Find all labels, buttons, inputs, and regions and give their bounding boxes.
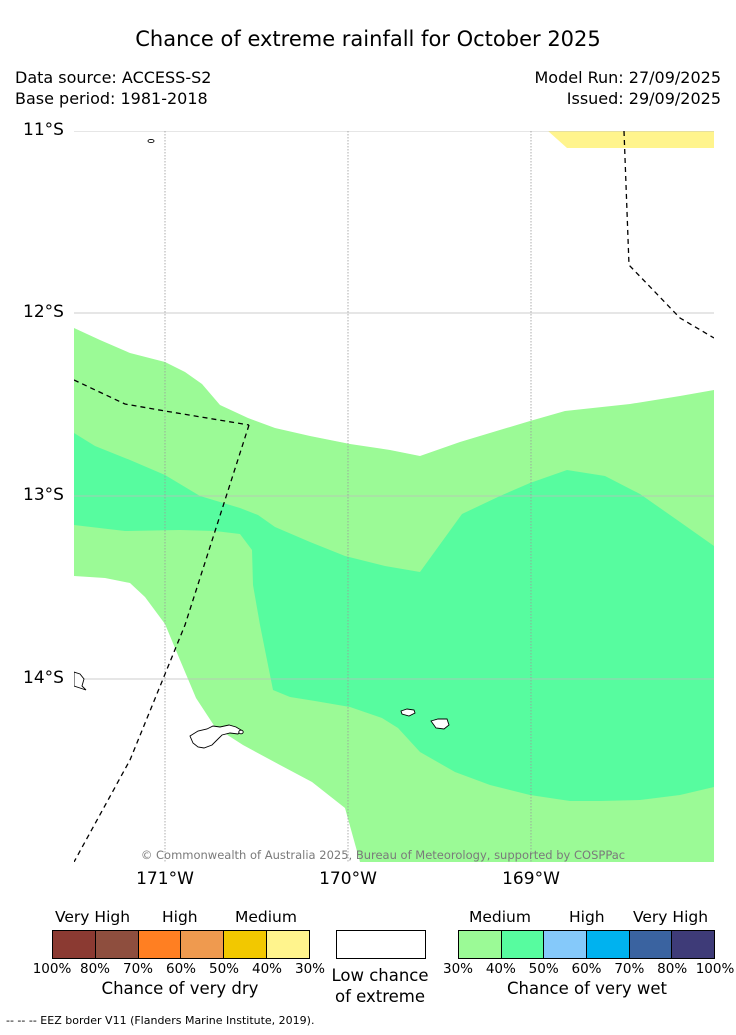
island-manua — [430, 718, 450, 730]
wet-tick-0: 30% — [442, 961, 474, 977]
dry-colorbar — [52, 930, 310, 959]
dry-tick-3: 60% — [165, 961, 197, 977]
meta-right: Model Run: 27/09/2025 Issued: 29/09/2025 — [535, 67, 722, 109]
low-chance-swatch — [336, 930, 426, 959]
copyright-text: © Commonwealth of Australia 2025, Bureau… — [141, 848, 625, 862]
dry-medium-region — [548, 131, 714, 148]
page-title: Chance of extreme rainfall for October 2… — [135, 27, 601, 51]
data-source: Data source: ACCESS-S2 — [15, 68, 212, 87]
island-small — [238, 729, 244, 735]
rainfall-map: © Commonwealth of Australia 2025, Bureau… — [74, 131, 714, 862]
issued-date: Issued: 29/09/2025 — [566, 89, 721, 108]
wet-head-very-high: Very High — [633, 908, 709, 926]
island-upolu — [189, 724, 242, 749]
islands — [74, 138, 450, 749]
dry-caption: Chance of very dry — [101, 979, 259, 998]
wet-tick-6: 100% — [695, 961, 735, 977]
lat-label-11s: 11°S — [23, 120, 64, 140]
wet-tick-4: 70% — [614, 961, 645, 977]
wet-caption: Chance of very wet — [507, 979, 667, 998]
lon-label-171w: 171°W — [136, 869, 194, 889]
dry-tick-2: 70% — [122, 961, 154, 977]
wet-tick-5: 80% — [657, 961, 688, 977]
dry-swatch-2 — [138, 931, 182, 958]
dry-head-very-high: Very High — [55, 908, 131, 926]
dry-swatch-1 — [95, 931, 139, 958]
wet-medium-high-region — [74, 433, 714, 801]
dry-swatch-0 — [53, 931, 96, 958]
wet-swatch-5 — [672, 931, 715, 958]
dry-tick-6: 30% — [294, 961, 326, 977]
island-tutuila — [400, 708, 416, 717]
lat-gridlines — [74, 131, 714, 680]
island-west-edge — [74, 671, 87, 691]
low-chance-caption: Low chance of extreme — [331, 965, 428, 1007]
dry-tick-5: 40% — [251, 961, 283, 977]
lon-gridlines — [164, 131, 532, 862]
lat-label-12s: 12°S — [23, 302, 64, 322]
low-chance-line2: of extreme — [334, 987, 426, 1006]
wet-tick-3: 60% — [571, 961, 602, 977]
dry-tick-0: 100% — [32, 961, 72, 977]
wet-swatch-3 — [587, 931, 630, 958]
dry-tick-1: 80% — [79, 961, 111, 977]
meta-left: Data source: ACCESS-S2 Base period: 1981… — [15, 67, 211, 109]
low-chance-line1: Low chance — [331, 966, 429, 985]
island-north — [147, 138, 155, 144]
eez-footnote: -- -- -- EEZ border V11 (Flanders Marine… — [6, 1014, 315, 1027]
eez-border — [74, 131, 714, 862]
wet-tick-2: 50% — [528, 961, 559, 977]
wet-swatch-2 — [544, 931, 588, 958]
wet-swatch-0 — [459, 931, 502, 958]
lon-label-170w: 170°W — [319, 869, 377, 889]
lat-label-13s: 13°S — [23, 485, 64, 505]
model-run: Model Run: 27/09/2025 — [534, 68, 722, 87]
wet-tick-1: 40% — [485, 961, 516, 977]
base-period: Base period: 1981-2018 — [15, 89, 208, 108]
wet-swatch-4 — [629, 931, 673, 958]
dry-swatch-5 — [267, 931, 309, 958]
lat-label-14s: 14°S — [23, 668, 64, 688]
wet-colorbar — [458, 930, 715, 959]
dry-head-high: High — [162, 908, 198, 926]
dry-swatch-3 — [181, 931, 225, 958]
dry-tick-4: 50% — [208, 961, 240, 977]
wet-swatch-1 — [501, 931, 545, 958]
wet-head-high: High — [569, 908, 605, 926]
dry-swatch-4 — [224, 931, 268, 958]
wet-head-medium: Medium — [469, 908, 531, 926]
lon-label-169w: 169°W — [502, 869, 560, 889]
dry-head-medium: Medium — [235, 908, 297, 926]
